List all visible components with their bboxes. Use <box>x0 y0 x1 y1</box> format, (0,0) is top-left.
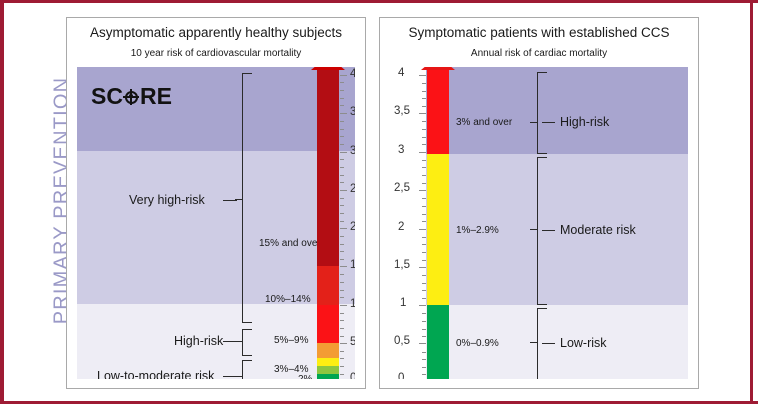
ticklabel-40: 40 <box>350 68 355 80</box>
band-high-risk-right <box>426 67 688 154</box>
risk-color-scalebar-left <box>311 67 345 379</box>
pct-1-2-9: 1%–2.9% <box>456 225 499 236</box>
panel-left-subtitle: 10 year risk of cardiovascular mortality <box>130 48 302 59</box>
segment-green-right <box>427 305 449 379</box>
panel-right-subtitle: Annual risk of cardiac mortality <box>470 48 608 59</box>
ticklabel-25: 25 <box>350 183 355 195</box>
leader-very-high <box>223 200 237 202</box>
panel-left-title: Asymptomatic apparently healthy subjects <box>89 25 343 40</box>
pct-15-and-over: 15% and over <box>259 238 321 249</box>
up-arrow-icon-right <box>421 67 455 70</box>
ticklabel-0: 0 <box>350 372 355 379</box>
pct-3-and-over: 3% and over <box>456 117 513 128</box>
band-moderate-risk-right <box>426 154 688 305</box>
ticklabel-35: 35 <box>350 106 355 118</box>
plot-area-right: 4 3,5 3 2,5 2 1,5 1 0,5 0 <box>394 67 688 379</box>
panel-asymptomatic: Asymptomatic apparently healthy subjects… <box>66 17 366 389</box>
risk-label-moderate-right: Moderate risk <box>560 223 636 237</box>
pct-3-4: 3%–4% <box>274 364 309 375</box>
ticklabel-3-5: 3,5 <box>394 105 410 117</box>
ticklabel-1-5: 1,5 <box>394 259 410 271</box>
panel-symptomatic: Symptomatic patients with established CC… <box>379 17 699 389</box>
panel-right-title: Symptomatic patients with established CC… <box>408 25 670 40</box>
segment-bright-red <box>317 305 339 343</box>
segment-light-green <box>317 366 339 374</box>
pct-10-14: 10%–14% <box>265 294 311 305</box>
up-arrow-icon <box>311 67 345 70</box>
segment-red <box>317 266 339 305</box>
risk-label-very-high: Very high-risk <box>129 193 205 207</box>
leader-high <box>223 341 237 343</box>
leader-moderate-risk-right <box>542 230 555 232</box>
pct-2: 2% <box>298 375 312 380</box>
pct-0-0-9: 0%–0.9% <box>456 338 499 349</box>
ticklabel-30: 30 <box>350 145 355 157</box>
ticklabel-2: 2 <box>398 221 405 233</box>
secondary-prevention-label: SECONDARY PREVENTION <box>755 61 758 348</box>
ticklabel-2-5: 2,5 <box>394 182 410 194</box>
segment-dark-red <box>317 70 339 266</box>
segment-green <box>317 374 339 379</box>
segment-red-right <box>427 70 449 154</box>
leader-low-moderate <box>223 376 237 378</box>
right-frame-rail <box>750 3 753 401</box>
risk-label-high: High-risk <box>174 334 224 348</box>
segment-orange <box>317 343 339 358</box>
band-high <box>77 151 355 304</box>
band-low-risk-right <box>426 305 688 379</box>
plot-area-left: SC RE Very high-risk High-risk Low-to-mo… <box>77 67 355 379</box>
segment-yellow <box>317 358 339 366</box>
ticklabel-3: 3 <box>398 144 405 156</box>
ticklabel-20: 20 <box>350 221 355 233</box>
band-very-high <box>77 67 355 151</box>
risk-label-low-moderate: Low-to-moderate risk <box>97 369 215 379</box>
axis-left-panel: 40 35 30 25 20 15 10 5 0 <box>340 67 355 379</box>
score-logo: SC RE <box>91 83 172 110</box>
risk-label-high-right: High-risk <box>560 115 610 129</box>
ticklabel-0-right: 0 <box>398 372 405 379</box>
score-logo-text-s: SC <box>91 83 123 109</box>
ticklabel-0-5: 0,5 <box>394 335 410 347</box>
band-low-moderate <box>77 304 355 379</box>
score-logo-text-re: RE <box>139 83 172 109</box>
ticklabel-15: 15 <box>350 259 355 271</box>
pct-5-9: 5%–9% <box>274 335 309 346</box>
axis-right-panel: 4 3,5 3 2,5 2 1,5 1 0,5 0 <box>394 67 426 379</box>
risk-color-scalebar-right <box>421 67 455 379</box>
crosshair-target-icon <box>122 88 140 105</box>
ticklabel-5: 5 <box>350 336 355 348</box>
ticklabel-4: 4 <box>398 67 405 79</box>
leader-high-risk-right <box>542 122 555 124</box>
ticklabel-10: 10 <box>350 298 355 310</box>
ticklabel-1: 1 <box>400 297 407 309</box>
segment-yellow-right <box>427 154 449 305</box>
risk-label-low-right: Low-risk <box>560 336 607 350</box>
leader-low-risk-right <box>542 343 555 345</box>
